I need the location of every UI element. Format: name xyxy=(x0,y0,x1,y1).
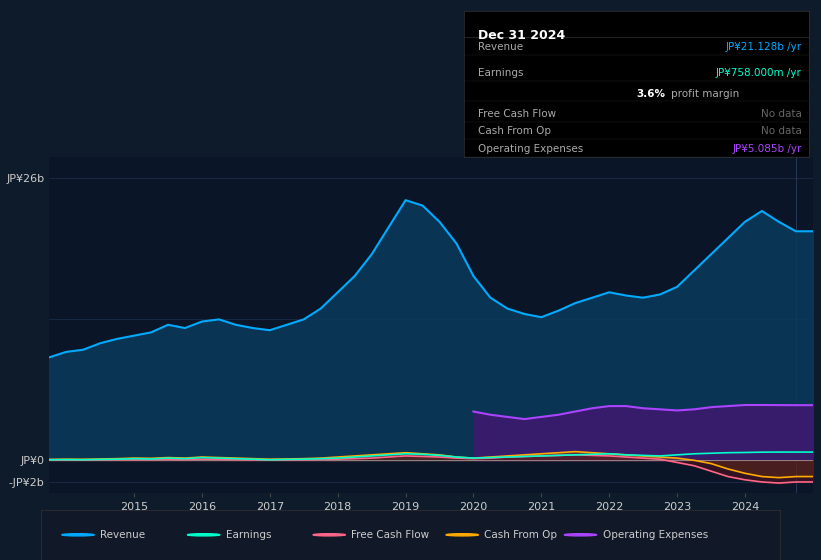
Text: Cash From Op: Cash From Op xyxy=(478,127,551,137)
Text: JP¥21.128b /yr: JP¥21.128b /yr xyxy=(726,42,802,52)
Text: profit margin: profit margin xyxy=(671,88,739,99)
Text: JP¥5.085b /yr: JP¥5.085b /yr xyxy=(732,144,802,154)
Text: Earnings: Earnings xyxy=(226,530,271,540)
Text: Free Cash Flow: Free Cash Flow xyxy=(478,109,556,119)
Text: Dec 31 2024: Dec 31 2024 xyxy=(478,29,565,41)
Text: Operating Expenses: Operating Expenses xyxy=(478,144,583,154)
Text: Revenue: Revenue xyxy=(478,42,523,52)
Circle shape xyxy=(564,534,597,536)
Circle shape xyxy=(313,534,346,536)
Circle shape xyxy=(446,534,479,536)
Text: Operating Expenses: Operating Expenses xyxy=(603,530,708,540)
Circle shape xyxy=(62,534,94,536)
Text: No data: No data xyxy=(761,109,802,119)
Text: Earnings: Earnings xyxy=(478,68,523,78)
Text: Revenue: Revenue xyxy=(100,530,145,540)
Text: No data: No data xyxy=(761,127,802,137)
Text: JP¥758.000m /yr: JP¥758.000m /yr xyxy=(716,68,802,78)
Text: 3.6%: 3.6% xyxy=(636,88,665,99)
Circle shape xyxy=(187,534,220,536)
Text: Cash From Op: Cash From Op xyxy=(484,530,557,540)
Text: Free Cash Flow: Free Cash Flow xyxy=(351,530,429,540)
